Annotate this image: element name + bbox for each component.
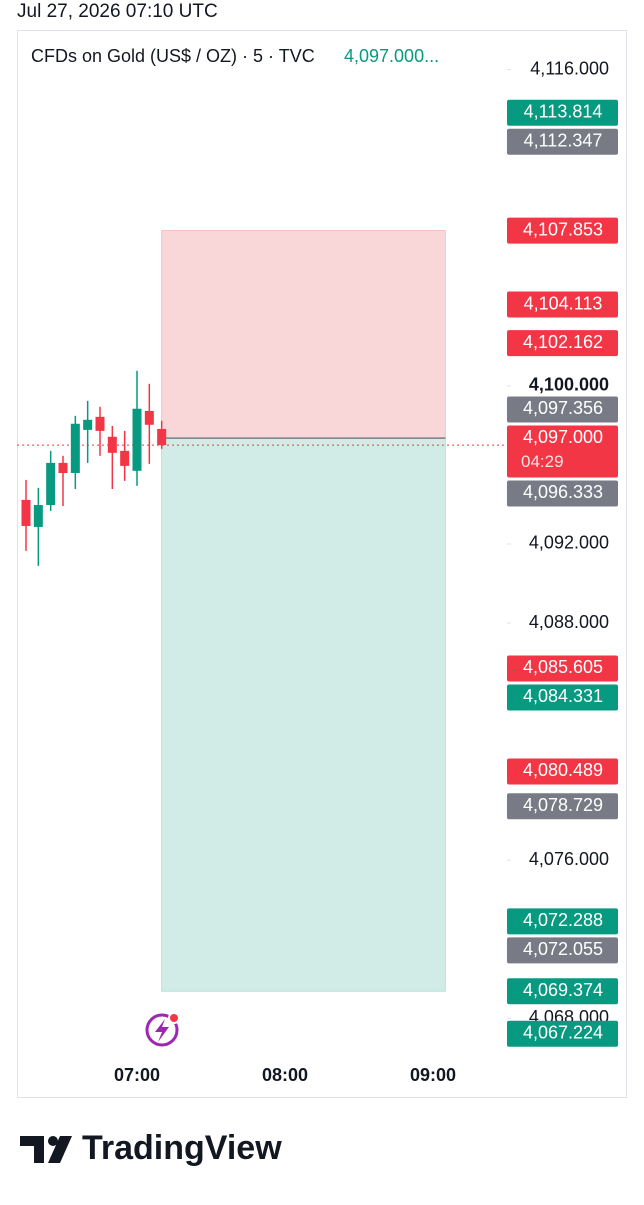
- price-badge: [507, 793, 618, 820]
- price-badge-label: 4,097.000: [523, 427, 603, 447]
- x-tick-label: 09:00: [410, 1065, 456, 1085]
- price-badge-label: 4,102.162: [523, 332, 603, 352]
- y-tick-label: 4,116.000: [530, 58, 609, 78]
- price-badge-label: 4,096.333: [523, 482, 603, 502]
- brand-logo: [20, 1136, 72, 1163]
- candle-body: [70, 423, 80, 473]
- price-badge-label: 4,067.224: [523, 1022, 603, 1042]
- candle-body: [46, 462, 56, 506]
- last-price: 4,097.000...: [344, 46, 439, 66]
- price-badge-label: 4,072.288: [523, 910, 603, 930]
- price-badge-label: 4,097.356: [523, 398, 603, 418]
- candle-body: [83, 419, 93, 430]
- price-badge-label: 4,104.113: [524, 293, 603, 313]
- x-tick-label: 08:00: [262, 1065, 308, 1085]
- price-badge-label: 4,084.331: [523, 686, 603, 706]
- candle-body: [107, 436, 117, 453]
- chart-frame: [17, 30, 627, 1098]
- target-zone: [161, 437, 446, 992]
- candle-body: [95, 416, 105, 431]
- price-badge-label: 4,080.489: [523, 760, 603, 780]
- price-badge: [507, 684, 618, 711]
- candle-body: [132, 408, 142, 471]
- price-badge: [507, 99, 618, 126]
- price-badge-label: 4,113.814: [524, 101, 603, 121]
- price-badge-label: 4,078.729: [523, 795, 603, 815]
- y-tick-label: 4,088.000: [529, 612, 609, 632]
- timestamp: Jul 27, 2026 07:10 UTC: [17, 1, 218, 22]
- alert-icon: [145, 1012, 180, 1047]
- price-badge: [507, 291, 618, 318]
- y-tick-label: 4,092.000: [529, 533, 609, 553]
- price-badge-label: 4,112.347: [524, 130, 603, 150]
- price-badge: [507, 758, 618, 785]
- y-tick-label: 4,100.000: [529, 375, 609, 395]
- price-badge: [507, 978, 618, 1005]
- candle-body: [144, 410, 154, 425]
- plot-area: [17, 230, 507, 992]
- price-badge-label: 4,107.853: [523, 219, 603, 239]
- candle-body: [58, 462, 68, 473]
- x-tick-label: 07:00: [114, 1065, 160, 1085]
- y-tick-label: 4,076.000: [529, 849, 609, 869]
- price-badge: [507, 425, 618, 478]
- countdown: 04:29: [521, 452, 564, 471]
- price-badge: [507, 217, 618, 244]
- brand-name: TradingView: [82, 1129, 282, 1167]
- stop-zone: [161, 230, 446, 439]
- price-badge: [507, 937, 618, 964]
- candle-body: [21, 499, 31, 526]
- price-badge: [507, 1020, 618, 1047]
- price-badge: [507, 128, 618, 155]
- price-badge: [507, 908, 618, 935]
- chart-title: CFDs on Gold (US$ / OZ) · 5 · TVC: [31, 46, 315, 66]
- price-badge: [507, 655, 618, 682]
- price-badge: [507, 330, 618, 357]
- candle-body: [33, 505, 43, 527]
- price-badge-label: 4,085.605: [523, 657, 603, 677]
- price-badge: [507, 396, 618, 423]
- price-badge: [507, 480, 618, 507]
- candle-body: [157, 428, 167, 446]
- price-badge-label: 4,069.374: [523, 980, 603, 1000]
- price-badge-label: 4,072.055: [523, 939, 603, 959]
- candle-body: [120, 450, 130, 466]
